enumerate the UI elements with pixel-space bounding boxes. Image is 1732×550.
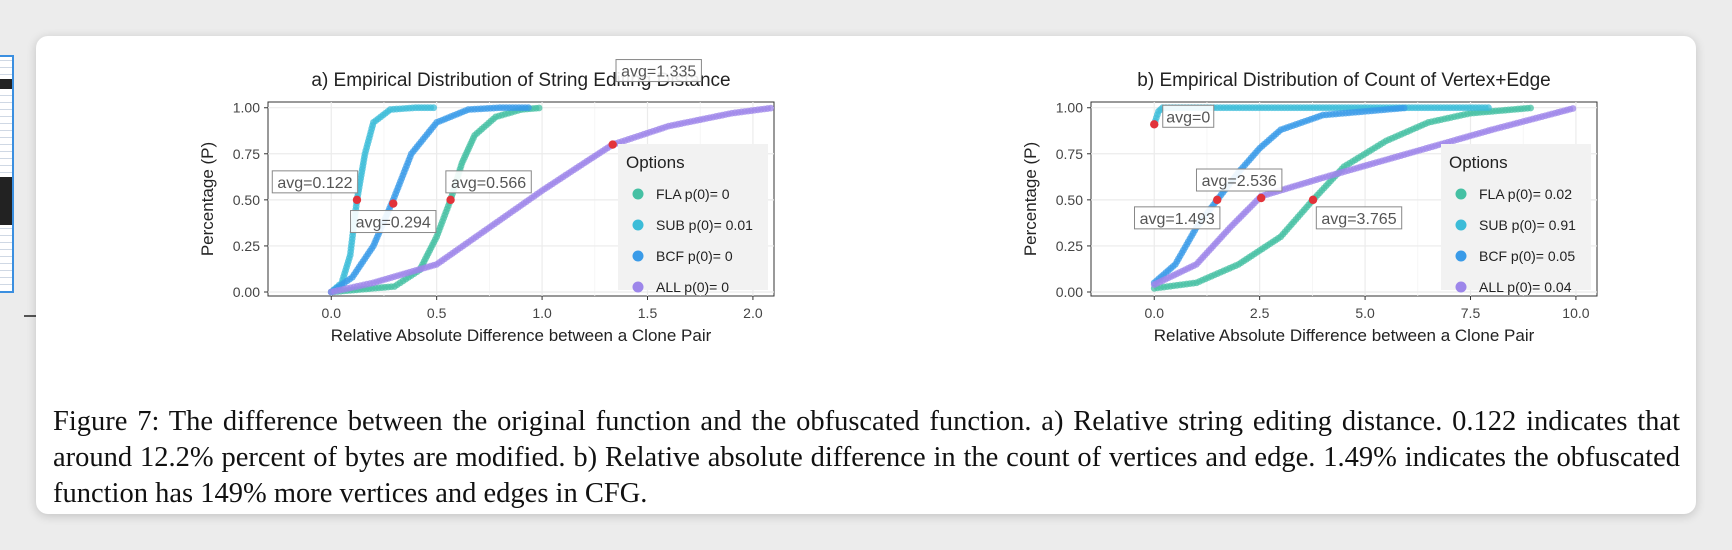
x-tick-label: 0.0 bbox=[322, 305, 342, 321]
data-point-all bbox=[767, 104, 774, 112]
y-tick-label: 0.25 bbox=[1056, 238, 1083, 254]
data-point-sub bbox=[430, 104, 438, 112]
legend-entry-label: ALL p(0)= 0.04 bbox=[1479, 279, 1572, 295]
data-point-all bbox=[1569, 105, 1577, 112]
figure-card: a) Empirical Distribution of String Edit… bbox=[36, 36, 1696, 514]
legend-swatch-all bbox=[632, 281, 644, 293]
plot-a: a) Empirical Distribution of String Edit… bbox=[36, 36, 866, 401]
plot-a-svg: a) Empirical Distribution of String Edit… bbox=[198, 59, 775, 345]
legend-swatch-fla bbox=[632, 188, 644, 200]
legend-entry-label: FLA p(0)= 0.02 bbox=[1479, 186, 1572, 202]
plot-b: b) Empirical Distribution of Count of Ve… bbox=[866, 36, 1696, 401]
avg-label: avg=0.122 bbox=[277, 175, 352, 192]
left-window-block bbox=[0, 177, 12, 225]
legend-box bbox=[1441, 144, 1591, 290]
legend-entry-label: BCF p(0)= 0 bbox=[656, 248, 733, 264]
x-tick-label: 5.0 bbox=[1355, 305, 1375, 321]
legend-title: Options bbox=[1449, 153, 1508, 172]
avg-point bbox=[608, 140, 617, 149]
x-tick-label: 0.0 bbox=[1145, 305, 1165, 321]
legend-entry-label: SUB p(0)= 0.01 bbox=[656, 217, 753, 233]
x-axis-label: Relative Absolute Difference between a C… bbox=[331, 326, 712, 345]
x-tick-label: 2.5 bbox=[1250, 305, 1270, 321]
chart-title: b) Empirical Distribution of Count of Ve… bbox=[1137, 70, 1550, 91]
data-point-sub bbox=[1485, 104, 1492, 112]
legend-title: Options bbox=[626, 153, 685, 172]
y-tick-label: 0.75 bbox=[1056, 146, 1083, 162]
left-window-block bbox=[0, 79, 12, 89]
legend-swatch-sub bbox=[632, 219, 644, 231]
x-tick-label: 1.5 bbox=[638, 305, 658, 321]
legend-entry-label: BCF p(0)= 0.05 bbox=[1479, 248, 1575, 264]
avg-label-box bbox=[1195, 168, 1283, 192]
y-axis-label: Percentage (P) bbox=[1021, 142, 1040, 256]
y-tick-label: 0.75 bbox=[233, 146, 260, 162]
avg-point bbox=[1213, 195, 1222, 205]
avg-label-box bbox=[1134, 206, 1221, 230]
plot-b-svg: b) Empirical Distribution of Count of Ve… bbox=[1021, 70, 1598, 345]
legend-swatch-bcf bbox=[632, 250, 644, 262]
avg-label-box bbox=[271, 170, 359, 194]
points-layer bbox=[1150, 104, 1577, 292]
avg-point bbox=[446, 195, 455, 205]
y-tick-label: 1.00 bbox=[1056, 100, 1083, 116]
data-point-bcf bbox=[524, 104, 532, 112]
x-tick-label: 1.0 bbox=[532, 305, 552, 321]
legend-entry-label: ALL p(0)= 0 bbox=[656, 279, 729, 295]
x-tick-label: 2.0 bbox=[743, 305, 763, 321]
y-tick-label: 0.00 bbox=[233, 284, 260, 300]
legend-swatch-all bbox=[1455, 281, 1467, 293]
y-tick-label: 1.00 bbox=[233, 100, 260, 116]
avg-point bbox=[1150, 120, 1159, 129]
x-tick-label: 7.5 bbox=[1461, 305, 1481, 321]
avg-point bbox=[1308, 195, 1318, 205]
avg-label-box bbox=[1162, 104, 1215, 128]
y-tick-label: 0.25 bbox=[233, 238, 260, 254]
legend-swatch-bcf bbox=[1455, 250, 1467, 262]
legend-box bbox=[618, 144, 768, 290]
avg-label: avg=0 bbox=[1166, 109, 1210, 126]
avg-label: avg=1.335 bbox=[621, 64, 696, 81]
avg-label-box bbox=[615, 59, 702, 83]
avg-label-box bbox=[445, 170, 532, 194]
y-axis-label: Percentage (P) bbox=[198, 142, 217, 256]
x-tick-label: 0.5 bbox=[427, 305, 447, 321]
data-point-fla bbox=[1527, 104, 1534, 112]
legend-entry-label: SUB p(0)= 0.91 bbox=[1479, 217, 1576, 233]
figure-caption: Figure 7: The difference between the ori… bbox=[53, 406, 1680, 509]
y-tick-label: 0.50 bbox=[233, 192, 260, 208]
avg-label: avg=2.536 bbox=[1202, 173, 1277, 190]
x-tick-label: 10.0 bbox=[1562, 305, 1589, 321]
legend-swatch-sub bbox=[1455, 219, 1467, 231]
avg-label: avg=1.493 bbox=[1140, 211, 1215, 228]
avg-label-box bbox=[350, 210, 437, 234]
avg-point bbox=[1256, 193, 1266, 203]
data-point-fla bbox=[535, 104, 543, 112]
data-point-bcf bbox=[1400, 104, 1408, 112]
y-tick-label: 0.50 bbox=[1056, 192, 1083, 208]
avg-point bbox=[352, 195, 362, 205]
x-axis-label: Relative Absolute Difference between a C… bbox=[1154, 326, 1535, 345]
avg-label: avg=0.566 bbox=[451, 175, 526, 192]
legend-swatch-fla bbox=[1455, 188, 1467, 200]
avg-label-box bbox=[1315, 206, 1403, 230]
left-window-edge bbox=[0, 55, 14, 293]
avg-point bbox=[389, 199, 398, 208]
legend-entry-label: FLA p(0)= 0 bbox=[656, 186, 730, 202]
y-tick-label: 0.00 bbox=[1056, 284, 1083, 300]
avg-label: avg=3.765 bbox=[1321, 211, 1396, 228]
avg-label: avg=0.294 bbox=[356, 215, 431, 232]
